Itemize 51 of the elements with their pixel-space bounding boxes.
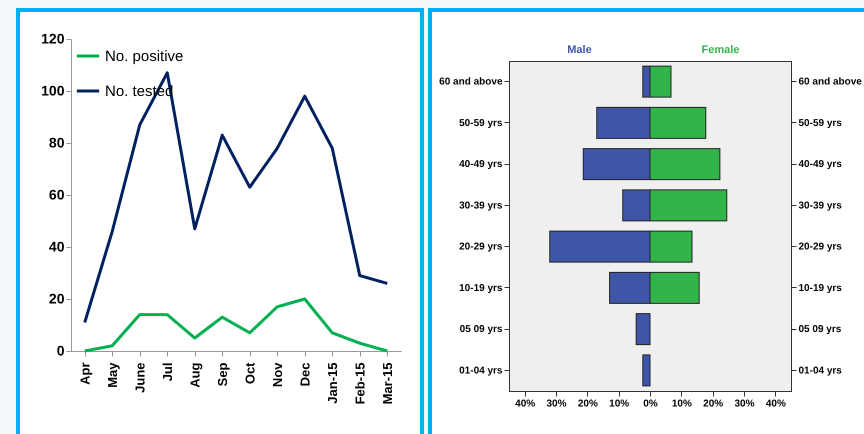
x-tick-label: Sep [214, 362, 230, 386]
x-tick-label: Oct [242, 362, 258, 384]
y-tick-label: 30-39 yrs [459, 200, 503, 212]
bar [636, 313, 650, 346]
x-tick-label: 10% [609, 398, 630, 410]
bar [642, 354, 650, 386]
y-tick-label: 01-04 yrs [459, 365, 503, 376]
x-tick-label: Apr [77, 362, 92, 385]
text: Male [567, 44, 592, 56]
category-label: 50-59 yrs [798, 118, 842, 129]
x-tick-label: Jul [160, 362, 175, 382]
category-label: 05 09 yrs [798, 324, 842, 336]
category-label: 01-04 yrs [798, 365, 842, 376]
x-tick-label: Nov [270, 362, 285, 388]
legend-label: No. positive [105, 48, 184, 65]
y-tick-label: 60 and above [439, 76, 503, 88]
y-tick-label: 40 [48, 238, 65, 254]
y-tick-label: 120 [41, 30, 65, 46]
x-tick-label: Feb-15 [352, 362, 368, 404]
category-label: 40-49 yrs [798, 159, 842, 170]
x-tick-label: May [104, 362, 120, 388]
y-tick-label: 60 [48, 186, 65, 202]
text: Female [702, 44, 740, 56]
category-label: 20-29 yrs [798, 242, 842, 253]
y-tick-label: 50-59 yrs [459, 118, 503, 129]
x-tick-label: Aug [187, 362, 202, 388]
category-label: 60 and above [798, 76, 862, 88]
y-tick-label: 80 [48, 134, 65, 150]
line-series [83, 71, 389, 324]
x-tick-label: Dec [297, 362, 312, 386]
x-tick-label: 30% [734, 398, 755, 410]
x-tick-label: 30% [546, 398, 567, 410]
x-tick-label: Jan-15 [324, 362, 340, 404]
x-tick-label: June [132, 362, 148, 393]
x-tick-label: Mar-15 [380, 362, 395, 404]
y-tick-label: 20 [48, 290, 65, 306]
y-tick-label: 20-29 yrs [459, 242, 503, 253]
x-tick-label: 20% [703, 398, 724, 410]
x-tick-label: 40% [515, 398, 536, 410]
line-series [83, 298, 389, 352]
y-tick-label: 40-49 yrs [459, 159, 503, 170]
category-label: 30-39 yrs [798, 200, 842, 212]
y-tick-label: 0 [56, 342, 65, 358]
x-tick-label: 20% [578, 398, 598, 410]
x-tick-label: 40% [766, 398, 786, 410]
y-tick-label: 05 09 yrs [460, 324, 503, 336]
x-tick-label: 0% [643, 398, 658, 410]
y-tick-label: 10-19 yrs [459, 282, 503, 294]
x-tick-label: 10% [672, 398, 692, 410]
y-tick-label: 100 [41, 82, 65, 98]
category-label: 10-19 yrs [798, 282, 842, 294]
